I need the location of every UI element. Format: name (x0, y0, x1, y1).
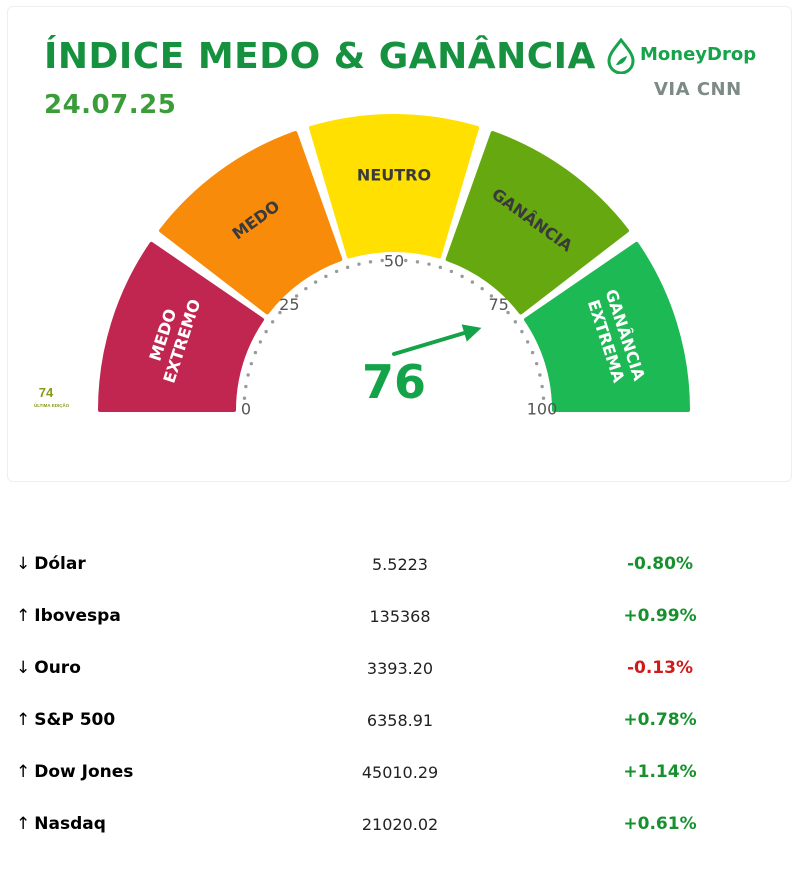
gauge-tick-dot (530, 350, 535, 355)
market-change: -0.80% (626, 554, 694, 574)
market-label: Dow Jones (34, 762, 134, 782)
gauge-tick-dot (404, 258, 408, 263)
gauge-tick-label: 75 (488, 295, 508, 314)
market-value: 135368 (369, 607, 431, 626)
trend-arrow: ↑ (16, 710, 31, 730)
gauge-tick-dot (334, 269, 339, 274)
market-name: ↑ Dow Jones (16, 762, 133, 782)
gauge-tick-label: 25 (279, 295, 299, 314)
brand-logo: MoneyDrop (606, 37, 757, 75)
gauge-segment-label: NEUTRO (357, 166, 431, 185)
gauge-tick-dot (541, 396, 546, 400)
drop-leaf-icon (607, 37, 635, 75)
market-change: -0.13% (626, 658, 694, 678)
gauge-tick-dot (380, 258, 384, 263)
gauge-tick-dot (470, 280, 475, 284)
market-change: +1.14% (623, 762, 697, 782)
gauge-tick-dot (357, 262, 361, 266)
previous-edition-label: ÚLTIMA EDIÇÃO (34, 403, 70, 408)
market-label: Ibovespa (34, 606, 121, 626)
market-name: ↑ Nasdaq (16, 814, 106, 834)
gauge-segment (524, 241, 690, 412)
previous-edition-value: 74 (38, 385, 54, 400)
gauge-tick-dot (246, 373, 250, 377)
market-row: ↓ Dólar 5.5223 -0.80% (0, 548, 793, 578)
market-change: +0.78% (623, 710, 697, 730)
market-row: ↓ Ouro 3393.20 -0.13% (0, 652, 793, 682)
market-value: 6358.91 (366, 711, 434, 730)
gauge-tick-dot (294, 294, 299, 298)
market-name: ↑ S&P 500 (16, 710, 115, 730)
trend-arrow: ↓ (16, 554, 31, 574)
market-label: S&P 500 (34, 710, 116, 730)
gauge-tick-dot (513, 320, 518, 324)
gauge-tick-dot (506, 310, 510, 315)
market-value: 3393.20 (366, 659, 434, 678)
trend-arrow: ↑ (16, 814, 31, 834)
gauge-tick-dot (345, 265, 350, 270)
gauge-segment (98, 241, 264, 412)
gauge-tick-dot (242, 396, 247, 400)
trend-arrow: ↑ (16, 606, 31, 626)
gauge-segment (308, 114, 480, 259)
market-row: ↑ Nasdaq 21020.02 +0.61% (0, 808, 793, 838)
gauge-tick-dot (540, 384, 544, 389)
gauge-tick-dot (520, 329, 524, 334)
market-name: ↑ Ibovespa (16, 606, 121, 626)
gauge-tick-dot (258, 340, 263, 344)
market-row: ↑ Dow Jones 45010.29 +1.14% (0, 756, 793, 786)
gauge-tick-dot (438, 265, 443, 270)
page-title: ÍNDICE MEDO & GANÂNCIA (44, 36, 596, 77)
market-label: Nasdaq (34, 814, 106, 834)
gauge-tick-dot (304, 286, 308, 291)
gauge-tick-label: 100 (527, 400, 558, 419)
market-change: +0.99% (623, 606, 697, 626)
market-name: ↓ Dólar (16, 554, 86, 574)
gauge-tick-dot (460, 274, 464, 279)
fear-greed-gauge: MEDOEXTREMOMEDONEUTROGANÂNCIAGANÂNCIAEXT… (98, 114, 690, 419)
gauge-needle (392, 331, 467, 356)
gauge-tick-dot (449, 269, 454, 274)
gauge-tick-dot (415, 260, 420, 264)
gauge-tick-dot (525, 340, 530, 344)
source-label: VIA CNN (654, 79, 742, 100)
gauge-tick-dot (538, 373, 542, 377)
gauge-tick-dot (368, 260, 373, 264)
market-row: ↑ S&P 500 6358.91 +0.78% (0, 704, 793, 734)
market-name: ↓ Ouro (16, 658, 81, 678)
trend-arrow: ↓ (16, 658, 31, 678)
trend-arrow: ↑ (16, 762, 31, 782)
gauge-segment (445, 131, 629, 315)
gauge-value: 76 (362, 355, 426, 409)
brand-name: MoneyDrop (640, 44, 757, 65)
gauge-tick-dot (249, 361, 254, 366)
gauge-tick-label: 50 (384, 252, 404, 271)
market-value: 21020.02 (361, 815, 439, 834)
market-label: Dólar (34, 554, 86, 574)
gauge-tick-dot (278, 310, 282, 315)
gauge-tick-dot (270, 320, 275, 324)
market-label: Ouro (34, 658, 81, 678)
gauge-tick-dot (324, 274, 328, 279)
gauge-tick-dot (313, 280, 318, 284)
gauge-tick-dot (534, 361, 539, 366)
edition-date: 24.07.25 (44, 90, 177, 120)
gauge-tick-label: 0 (241, 400, 251, 419)
gauge-tick-dot (480, 286, 484, 291)
gauge-tick-dot (264, 329, 268, 334)
gauge-tick-dot (489, 294, 494, 298)
gauge-tick-dot (244, 384, 248, 389)
market-row: ↑ Ibovespa 135368 +0.99% (0, 600, 793, 630)
market-change: +0.61% (623, 814, 697, 834)
gauge-segment (159, 131, 343, 315)
gauge-tick-dot (253, 350, 258, 355)
gauge-tick-dot (427, 262, 431, 266)
market-value: 45010.29 (361, 763, 439, 782)
gauge-needle-head (461, 324, 482, 342)
market-value: 5.5223 (372, 555, 428, 574)
